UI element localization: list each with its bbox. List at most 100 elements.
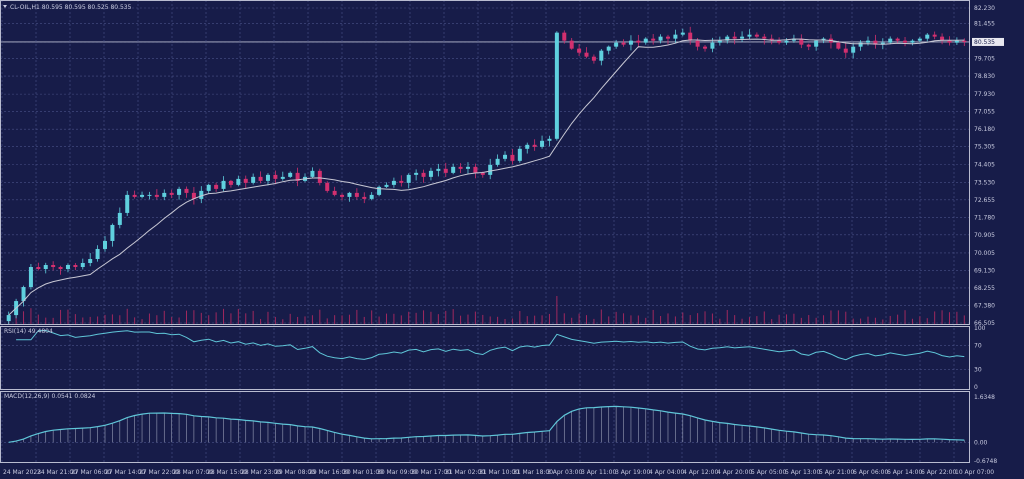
candle — [784, 38, 789, 45]
candle — [888, 36, 893, 45]
candle — [214, 182, 219, 192]
candle — [206, 183, 211, 194]
candle — [732, 31, 737, 45]
candle — [406, 173, 411, 189]
collapse-triangle-icon[interactable] — [3, 5, 7, 8]
time-tick-label: 6 Apr 06:00 — [853, 469, 888, 476]
price-tick-label: 77.055 — [974, 109, 995, 116]
candle — [577, 43, 582, 56]
candle — [258, 171, 263, 184]
time-tick-label: 31 Mar 10:00 — [479, 469, 519, 476]
candle — [369, 192, 374, 201]
candle — [384, 182, 389, 189]
panel-frames — [0, 0, 970, 463]
candle — [554, 31, 559, 141]
candle — [243, 175, 248, 189]
candle — [688, 26, 693, 45]
time-tick-label: 28 Mar 23:00 — [241, 469, 281, 476]
candle — [169, 189, 174, 199]
candle — [332, 186, 337, 197]
candle — [36, 262, 41, 271]
price-tick-label: 69.130 — [974, 267, 995, 274]
candle — [747, 29, 752, 40]
candle — [95, 245, 100, 262]
candle — [777, 37, 782, 45]
rsi-tick-label: 70 — [974, 343, 982, 350]
candle — [880, 38, 885, 50]
candle — [147, 191, 152, 200]
candle — [932, 31, 937, 40]
candle — [799, 34, 804, 49]
candle — [910, 39, 915, 46]
price-tick-label: 81.455 — [974, 21, 995, 28]
candle — [184, 186, 189, 198]
candle — [199, 186, 204, 204]
candle — [377, 185, 382, 197]
candle — [458, 163, 463, 174]
candle — [628, 35, 633, 51]
rsi-tick-label: 30 — [974, 366, 982, 373]
candle — [43, 262, 48, 274]
candle — [191, 187, 196, 205]
macd-histogram — [15, 406, 965, 443]
time-tick-label: 10 Apr 07:00 — [955, 469, 994, 476]
candle — [673, 29, 678, 44]
macd-panel-frame — [0, 391, 970, 463]
candle — [643, 37, 648, 45]
candle — [843, 42, 848, 58]
candle — [599, 49, 604, 66]
candle — [814, 39, 819, 51]
candle — [606, 45, 611, 55]
price-tick-label: 74.405 — [974, 162, 995, 169]
candle — [754, 32, 759, 38]
candle — [895, 37, 900, 43]
time-tick-label: 24 Mar 21:00 — [37, 469, 77, 476]
candles — [6, 26, 967, 325]
candle — [858, 40, 863, 51]
price-tick-label: 78.830 — [974, 73, 995, 80]
candle — [665, 34, 670, 45]
candle — [110, 223, 115, 247]
price-tick-label: 82.230 — [974, 5, 995, 12]
current-price-box — [972, 37, 1004, 46]
time-tick-label: 28 Mar 07:00 — [173, 469, 213, 476]
candle — [6, 311, 11, 325]
candle — [310, 167, 315, 179]
price-tick-label: 79.705 — [974, 56, 995, 63]
candle — [925, 33, 930, 42]
candle — [614, 39, 619, 49]
candle — [317, 168, 322, 186]
time-tick-label: 6 Apr 22:00 — [921, 469, 956, 476]
candle — [703, 45, 708, 52]
time-tick-label: 28 Mar 15:00 — [207, 469, 247, 476]
time-tick-label: 27 Mar 22:00 — [139, 469, 179, 476]
candle — [510, 149, 515, 165]
candle — [288, 171, 293, 178]
candle — [340, 193, 345, 201]
candle — [591, 54, 596, 64]
candle — [325, 181, 330, 193]
candle — [473, 163, 478, 179]
candle — [58, 265, 63, 275]
candle — [177, 186, 182, 200]
volume-bars — [8, 296, 965, 324]
candle — [584, 47, 589, 59]
candle — [162, 189, 167, 201]
time-tick-label: 3 Apr 11:00 — [581, 469, 616, 476]
macd-tick-label: -0.6748 — [974, 458, 997, 465]
candle — [132, 190, 137, 199]
price-tick-label: 75.305 — [974, 144, 995, 151]
price-tick-label: 70.005 — [974, 250, 995, 257]
rsi-title: RSI(14) 49.4804 — [4, 328, 53, 335]
moving-average-line — [8, 38, 965, 316]
macd-title: MACD(12,26,9) 0.0541 0.0824 — [4, 393, 96, 400]
price-tick-label: 77.930 — [974, 91, 995, 98]
candle — [947, 36, 952, 46]
candle — [347, 191, 352, 202]
axis-labels: 82.230 81.455 80.535 79.705 78.830 77.930 77.0… — [3, 5, 1004, 476]
candle — [917, 36, 922, 43]
candle — [836, 40, 841, 50]
candle — [503, 151, 508, 162]
candle — [88, 253, 93, 267]
